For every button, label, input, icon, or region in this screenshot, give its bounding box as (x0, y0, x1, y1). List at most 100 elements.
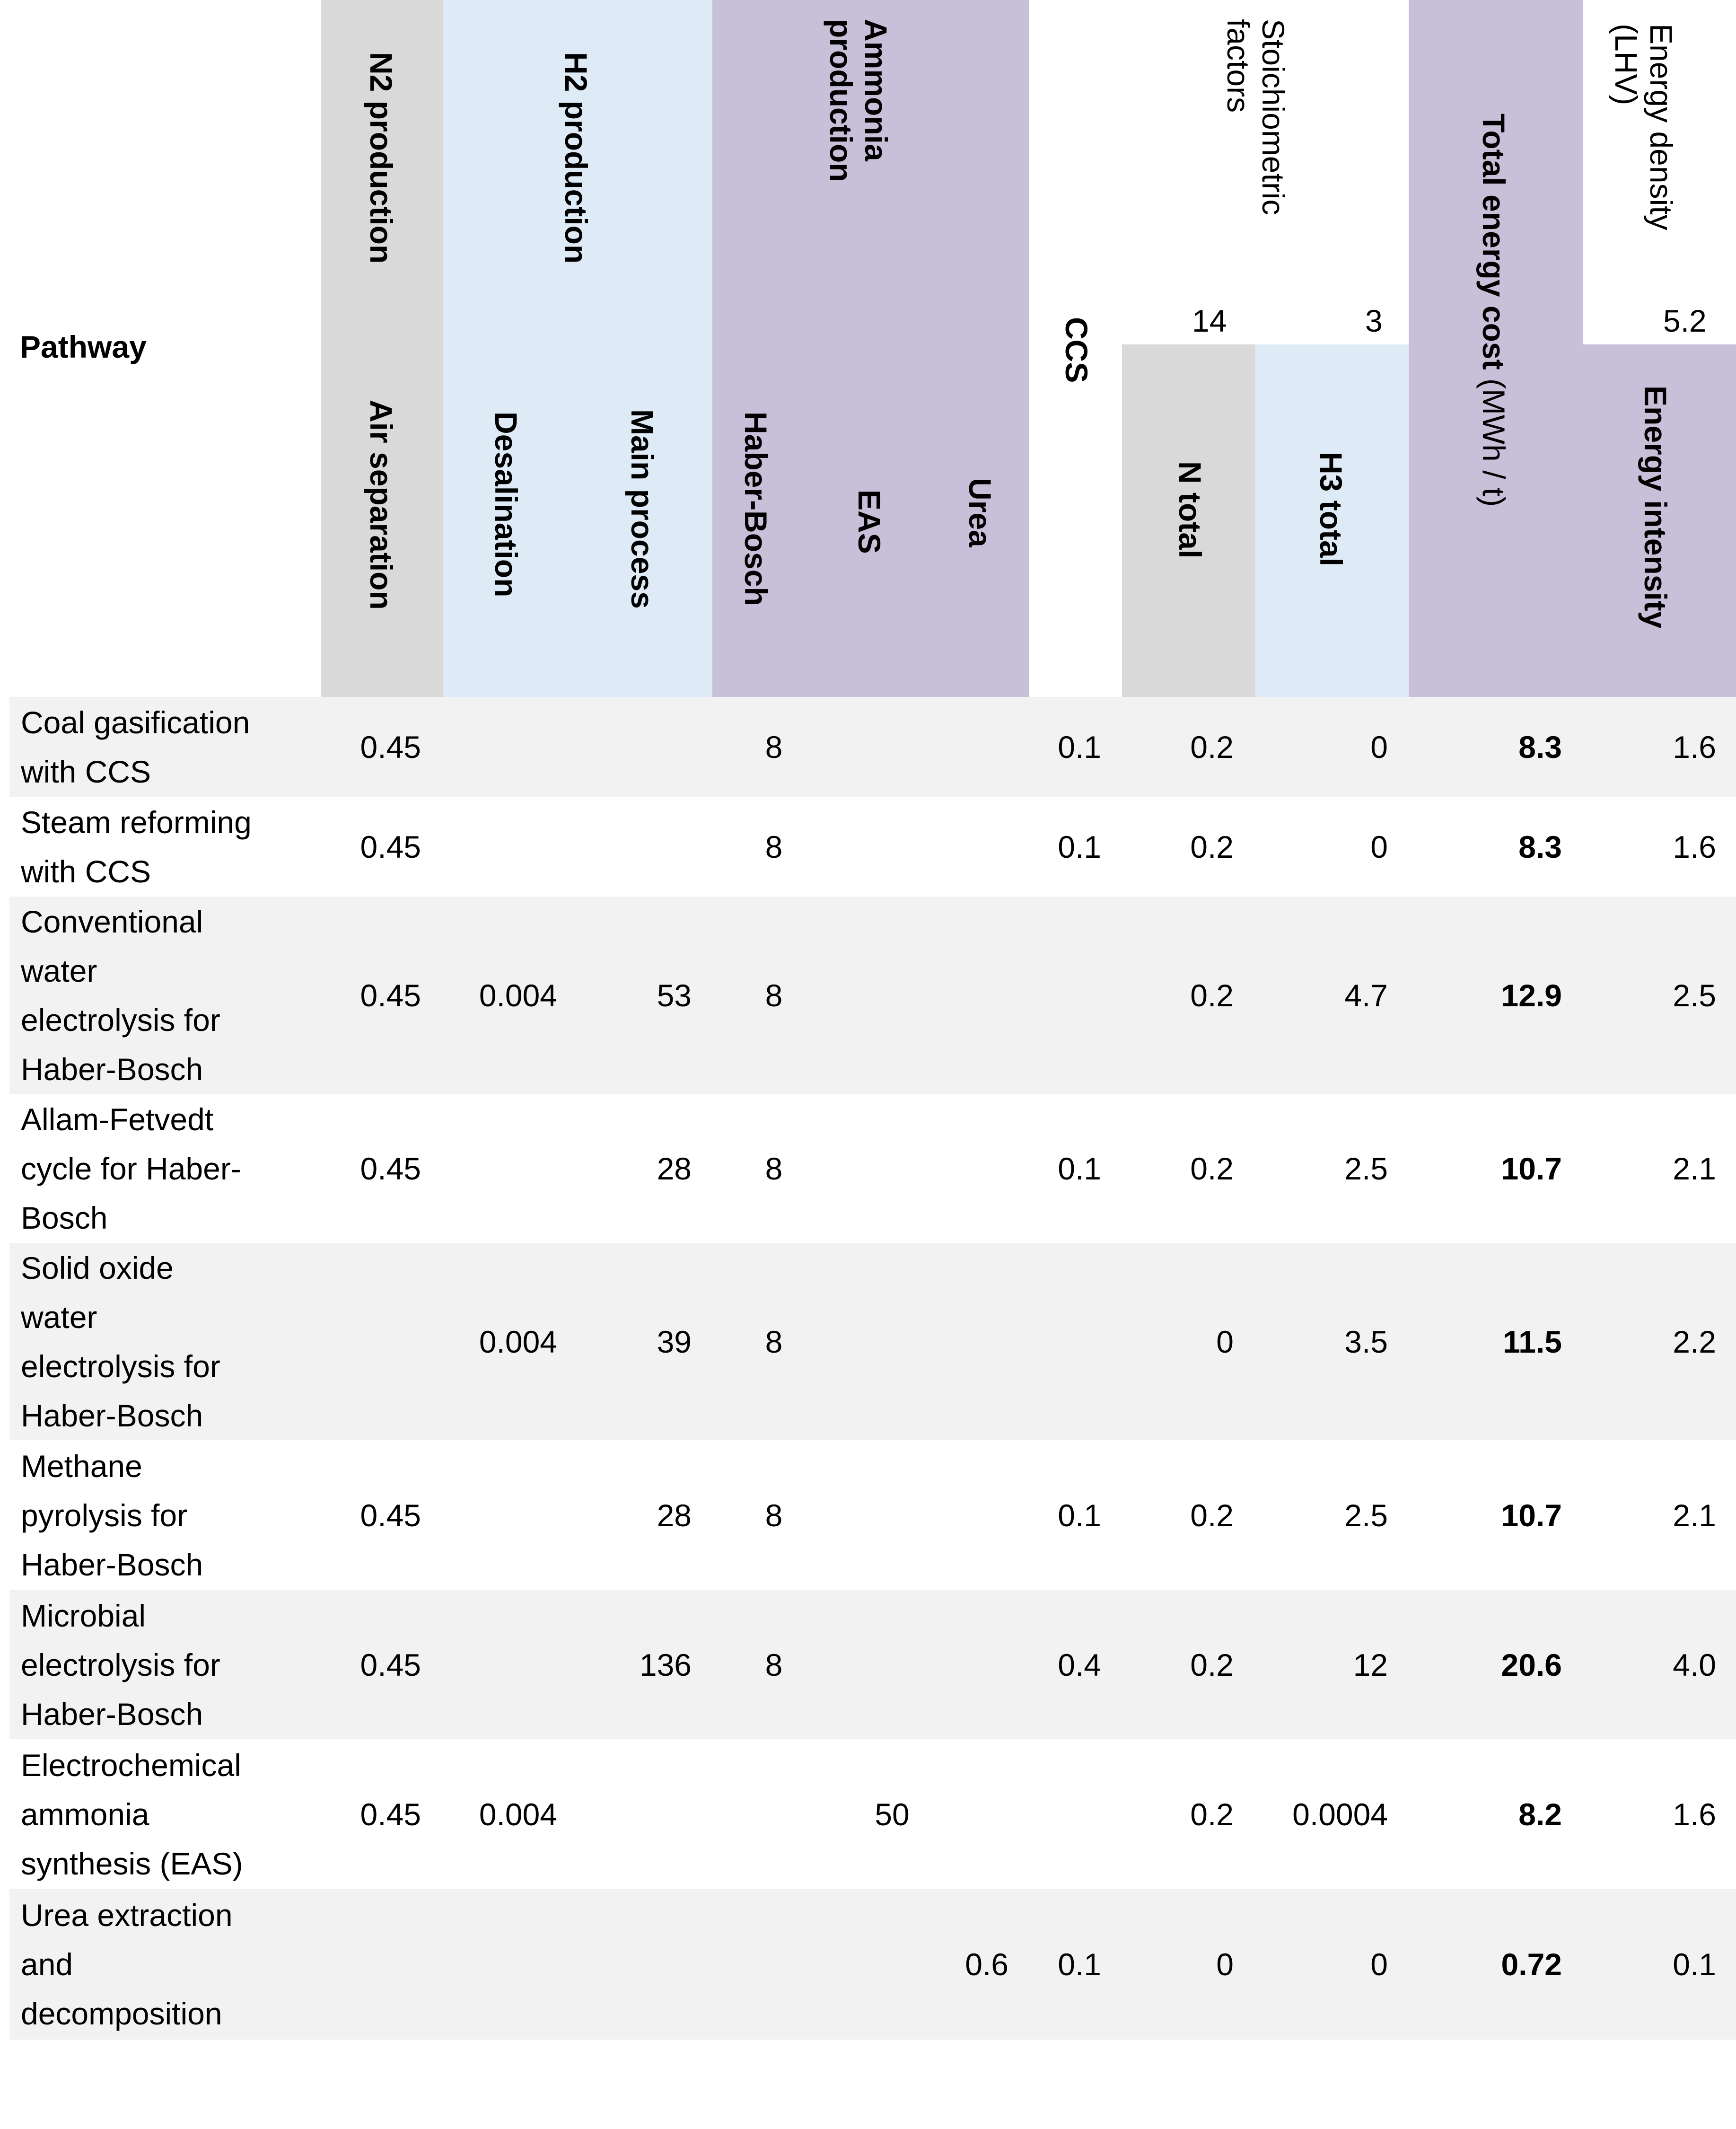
cell-intensity: 2.1 (1673, 1151, 1716, 1186)
cell-total: 20.6 (1501, 1647, 1562, 1682)
cell-total: 10.7 (1501, 1497, 1562, 1533)
cell-h3: 0 (1370, 729, 1388, 765)
pathway-name: Electrochemical ammonia synthesis (EAS) (21, 1747, 243, 1881)
cell-hb: 8 (765, 1151, 783, 1186)
cell-hb: 8 (765, 1324, 783, 1359)
cell-hb: 8 (765, 729, 783, 765)
h2-column-band (443, 0, 712, 697)
cell-ccs: 0.4 (1058, 1647, 1101, 1682)
cell-n: 0 (1216, 1324, 1234, 1359)
cell-air: 0.45 (360, 1647, 421, 1682)
cell-hb: 8 (765, 829, 783, 864)
cell-air: 0.45 (360, 829, 421, 864)
cell-main: 39 (657, 1324, 692, 1359)
energy-density-value: 5.2 (1663, 303, 1707, 338)
cell-intensity: 0.1 (1673, 1947, 1716, 1982)
n2-production-header: N2 production (363, 52, 399, 264)
pathway-name: Urea extraction and decomposition (21, 1898, 233, 2031)
cell-total: 8.3 (1518, 829, 1562, 864)
pathway-name: Microbial electrolysis for Haber-Bosch (21, 1598, 220, 1732)
cell-desal: 0.004 (479, 1796, 557, 1832)
cell-air: 0.45 (360, 1151, 421, 1186)
stoich-h-value: 3 (1365, 303, 1383, 338)
ammonia-production-header: Ammonia production (823, 19, 894, 182)
table-row: Allam-Fetvedt cycle for Haber- Bosch 0.45 28… (9, 1094, 1736, 1243)
table-row: Methane pyrolysis for Haber-Bosch 0.45 28 8 0.… (9, 1440, 1736, 1590)
pathway-name: Steam reforming with CCS (21, 804, 252, 889)
n-total-header: N total (1172, 461, 1208, 559)
cell-main: 28 (657, 1151, 692, 1186)
cell-ccs: 0.1 (1058, 729, 1101, 765)
ammonia-column-band (712, 0, 1029, 697)
cell-h3: 2.5 (1344, 1151, 1388, 1186)
cell-main: 28 (657, 1497, 692, 1533)
cell-intensity: 1.6 (1673, 729, 1716, 765)
h3-total-band (1255, 344, 1409, 697)
cell-air: 0.45 (360, 1497, 421, 1533)
cell-ccs: 0.1 (1058, 829, 1101, 864)
cell-hb: 8 (765, 977, 783, 1013)
air-separation-header: Air separation (363, 400, 399, 610)
ccs-header: CCS (1059, 317, 1094, 383)
table-row: Solid oxide water electrolysis for Haber-Bo… (9, 1243, 1736, 1440)
pathway-name: Solid oxide water electrolysis for Haber-Bo… (21, 1250, 220, 1433)
cell-h3: 0 (1370, 1947, 1388, 1982)
cell-urea: 0.6 (965, 1947, 1008, 1982)
total-energy-cost-header: Total energy cost (MWh / t) (1476, 114, 1511, 507)
urea-header: Urea (962, 478, 998, 547)
table-row: Conventional water electrolysis for Haber-B… (9, 897, 1736, 1094)
cell-n: 0.2 (1190, 1796, 1234, 1832)
cell-intensity: 1.6 (1673, 829, 1716, 864)
table-row: Steam reforming with CCS 0.45 8 0.1 0.2 0 8.3 1.… (9, 797, 1736, 897)
cell-h3: 0 (1370, 829, 1388, 864)
cell-total: 11.5 (1503, 1324, 1562, 1359)
h2-production-header: H2 production (558, 52, 594, 264)
n-total-band (1122, 344, 1255, 697)
pathway-name: Coal gasification with CCS (21, 704, 250, 789)
energy-intensity-band (1583, 344, 1736, 697)
cell-intensity: 2.5 (1673, 977, 1716, 1013)
energy-intensity-header: Energy intensity (1638, 386, 1673, 629)
cell-h3: 2.5 (1344, 1497, 1388, 1533)
cell-air: 0.45 (360, 1796, 421, 1832)
haber-bosch-header: Haber-Bosch (738, 412, 773, 606)
cell-hb: 8 (765, 1647, 783, 1682)
cell-total: 8.3 (1518, 729, 1562, 765)
n2-column-band (321, 0, 443, 697)
cell-n: 0.2 (1190, 1151, 1234, 1186)
cell-total: 8.2 (1518, 1796, 1562, 1832)
cell-n: 0.2 (1190, 729, 1234, 765)
desalination-header: Desalination (488, 412, 524, 598)
table-row: Electrochemical ammonia synthesis (EAS) 0.4… (9, 1739, 1736, 1889)
cell-total: 10.7 (1501, 1151, 1562, 1186)
stoichiometric-factors-header: Stoichiometric factors (1220, 19, 1291, 215)
eas-header: EAS (851, 490, 887, 554)
cell-intensity: 2.2 (1673, 1324, 1716, 1359)
cell-h3: 4.7 (1344, 977, 1388, 1013)
h3-total-header: H3 total (1313, 452, 1349, 567)
pathway-name: Methane pyrolysis for Haber-Bosch (21, 1448, 203, 1582)
cell-hb: 8 (765, 1497, 783, 1533)
cell-n: 0.2 (1190, 977, 1234, 1013)
table-row: Coal gasification with CCS 0.45 8 0.1 0.2 0 8.3… (9, 697, 1736, 797)
energy-density-header: Energy density (LHV) (1608, 24, 1679, 230)
cell-ccs: 0.1 (1058, 1151, 1101, 1186)
main-process-header: Main process (624, 409, 660, 609)
cell-n: 0.2 (1190, 1647, 1234, 1682)
cell-intensity: 4.0 (1673, 1647, 1716, 1682)
pathway-name: Allam-Fetvedt cycle for Haber- Bosch (21, 1101, 241, 1235)
pathway-name: Conventional water electrolysis for Haber-B… (21, 904, 220, 1087)
cell-n: 0 (1216, 1947, 1234, 1982)
cell-total: 12.9 (1501, 977, 1562, 1013)
stoich-n-value: 14 (1192, 303, 1227, 338)
cell-total: 0.72 (1501, 1947, 1562, 1982)
cell-n: 0.2 (1190, 829, 1234, 864)
table-row: Microbial electrolysis for Haber-Bosch 0.45… (9, 1590, 1736, 1739)
cell-desal: 0.004 (479, 1324, 557, 1359)
cell-ccs: 0.1 (1058, 1947, 1101, 1982)
cell-h3: 3.5 (1344, 1324, 1388, 1359)
cell-air: 0.45 (360, 729, 421, 765)
cell-n: 0.2 (1190, 1497, 1234, 1533)
cell-intensity: 1.6 (1673, 1796, 1716, 1832)
cell-intensity: 2.1 (1673, 1497, 1716, 1533)
